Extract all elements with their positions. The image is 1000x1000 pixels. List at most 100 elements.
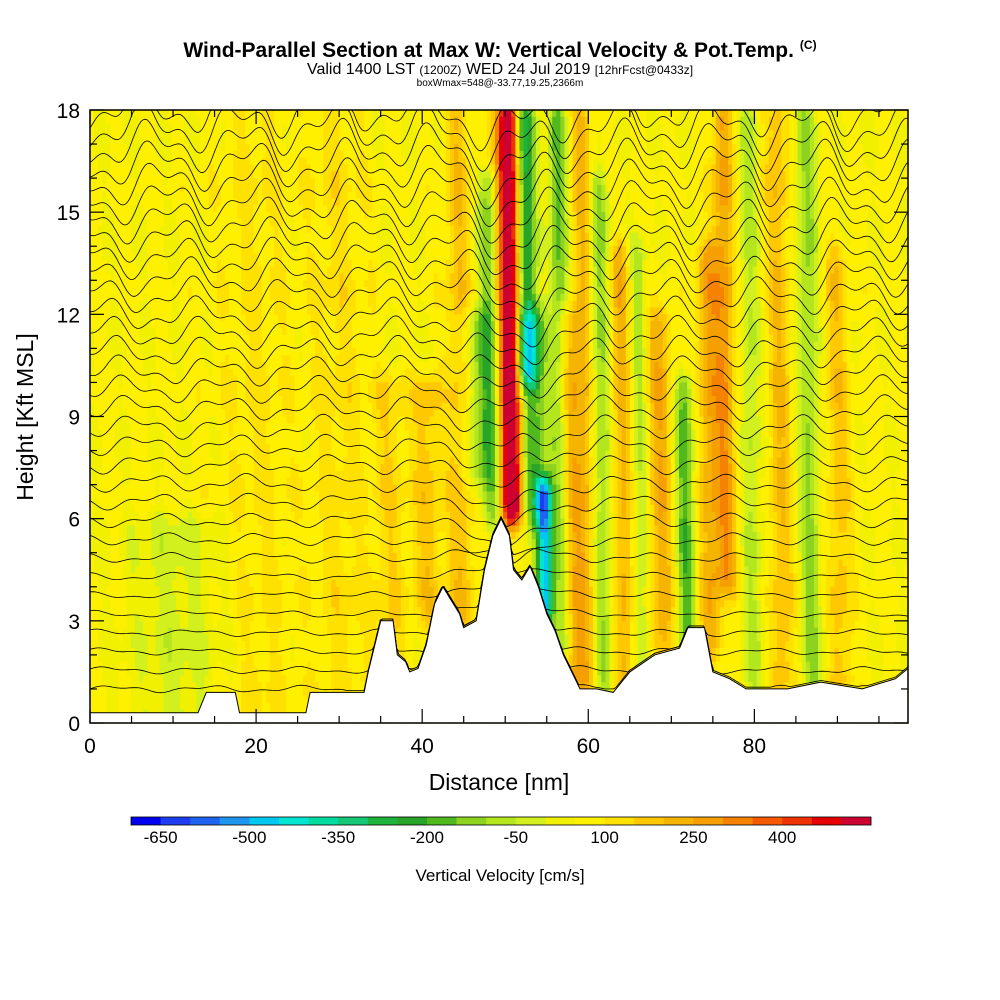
w-cell — [359, 273, 365, 281]
w-cell — [617, 232, 623, 241]
w-cell — [666, 178, 672, 186]
w-cell — [134, 144, 140, 152]
w-cell — [188, 171, 193, 179]
w-cell — [298, 144, 304, 152]
w-cell — [818, 137, 823, 145]
w-cell — [625, 218, 631, 227]
w-cell — [343, 150, 349, 159]
w-cell — [400, 232, 406, 241]
chart-subtitle: Valid 1400 LST (1200Z) WED 24 Jul 2019 [… — [306, 61, 694, 78]
w-cell — [392, 178, 398, 186]
w-cell — [282, 123, 287, 132]
w-cell — [376, 171, 381, 179]
w-cell — [519, 164, 525, 172]
w-cell — [646, 184, 651, 193]
w-cell — [155, 123, 161, 132]
w-cell — [531, 144, 537, 152]
w-cell — [539, 239, 545, 247]
w-cell — [212, 123, 218, 132]
w-cell — [768, 137, 774, 145]
w-cell — [159, 130, 165, 138]
w-cell — [339, 239, 345, 247]
w-cell — [535, 232, 541, 241]
w-cell — [486, 116, 492, 125]
w-cell — [413, 259, 418, 268]
w-cell — [482, 225, 488, 234]
w-cell — [216, 150, 222, 159]
w-cell — [638, 253, 643, 261]
w-cell — [98, 123, 103, 132]
w-cell — [490, 110, 496, 118]
w-cell — [867, 205, 872, 213]
w-cell — [290, 178, 296, 186]
w-cell — [290, 144, 296, 152]
w-cell — [437, 205, 443, 213]
w-cell — [409, 232, 414, 241]
w-cell — [703, 218, 709, 227]
w-cell — [826, 198, 831, 206]
w-cell — [192, 259, 197, 268]
w-cell — [666, 212, 672, 220]
w-cell — [380, 116, 386, 125]
w-cell — [155, 116, 161, 125]
w-cell — [850, 212, 856, 220]
w-cell — [323, 184, 328, 193]
w-cell — [777, 150, 782, 159]
w-cell — [642, 218, 647, 227]
w-cell — [773, 218, 778, 227]
w-cell — [278, 266, 283, 275]
w-cell — [584, 198, 590, 206]
w-cell — [175, 253, 181, 261]
w-cell — [425, 212, 431, 220]
w-cell — [114, 116, 120, 125]
w-cell — [417, 110, 422, 118]
w-cell — [163, 191, 169, 200]
w-cell — [110, 273, 116, 281]
w-cell — [564, 130, 570, 138]
w-cell — [883, 116, 889, 125]
w-cell — [752, 191, 758, 200]
w-cell — [650, 184, 656, 193]
w-cell — [715, 184, 721, 193]
w-cell — [683, 205, 688, 213]
w-cell — [339, 116, 345, 125]
w-cell — [437, 144, 443, 152]
w-cell — [854, 164, 860, 172]
w-cell — [699, 164, 705, 172]
w-cell — [151, 266, 157, 275]
w-cell — [474, 137, 480, 145]
w-cell — [306, 171, 312, 179]
w-cell — [588, 178, 594, 186]
w-cell — [400, 184, 406, 193]
w-cell — [392, 246, 398, 254]
w-cell — [658, 273, 664, 281]
w-cell — [347, 157, 353, 166]
w-cell — [654, 137, 660, 145]
w-cell — [126, 150, 132, 159]
w-cell — [854, 239, 860, 247]
w-cell — [875, 212, 880, 220]
w-cell — [523, 164, 529, 172]
w-cell — [147, 273, 152, 281]
w-cell — [539, 259, 545, 268]
w-cell — [167, 253, 173, 261]
w-cell — [286, 123, 292, 132]
w-cell — [441, 259, 447, 268]
w-cell — [454, 198, 459, 206]
w-cell — [695, 144, 701, 152]
w-cell — [760, 205, 766, 213]
w-cell — [539, 116, 545, 125]
w-cell — [867, 259, 872, 268]
w-cell — [494, 144, 500, 152]
w-cell — [793, 218, 799, 227]
w-cell — [245, 232, 251, 241]
w-cell — [543, 171, 549, 179]
w-cell — [175, 225, 181, 234]
w-cell — [593, 225, 598, 234]
w-cell — [695, 164, 701, 172]
w-cell — [576, 266, 582, 275]
w-cell — [785, 239, 790, 247]
w-cell — [257, 116, 263, 125]
w-cell — [118, 123, 124, 132]
w-cell — [118, 178, 124, 186]
